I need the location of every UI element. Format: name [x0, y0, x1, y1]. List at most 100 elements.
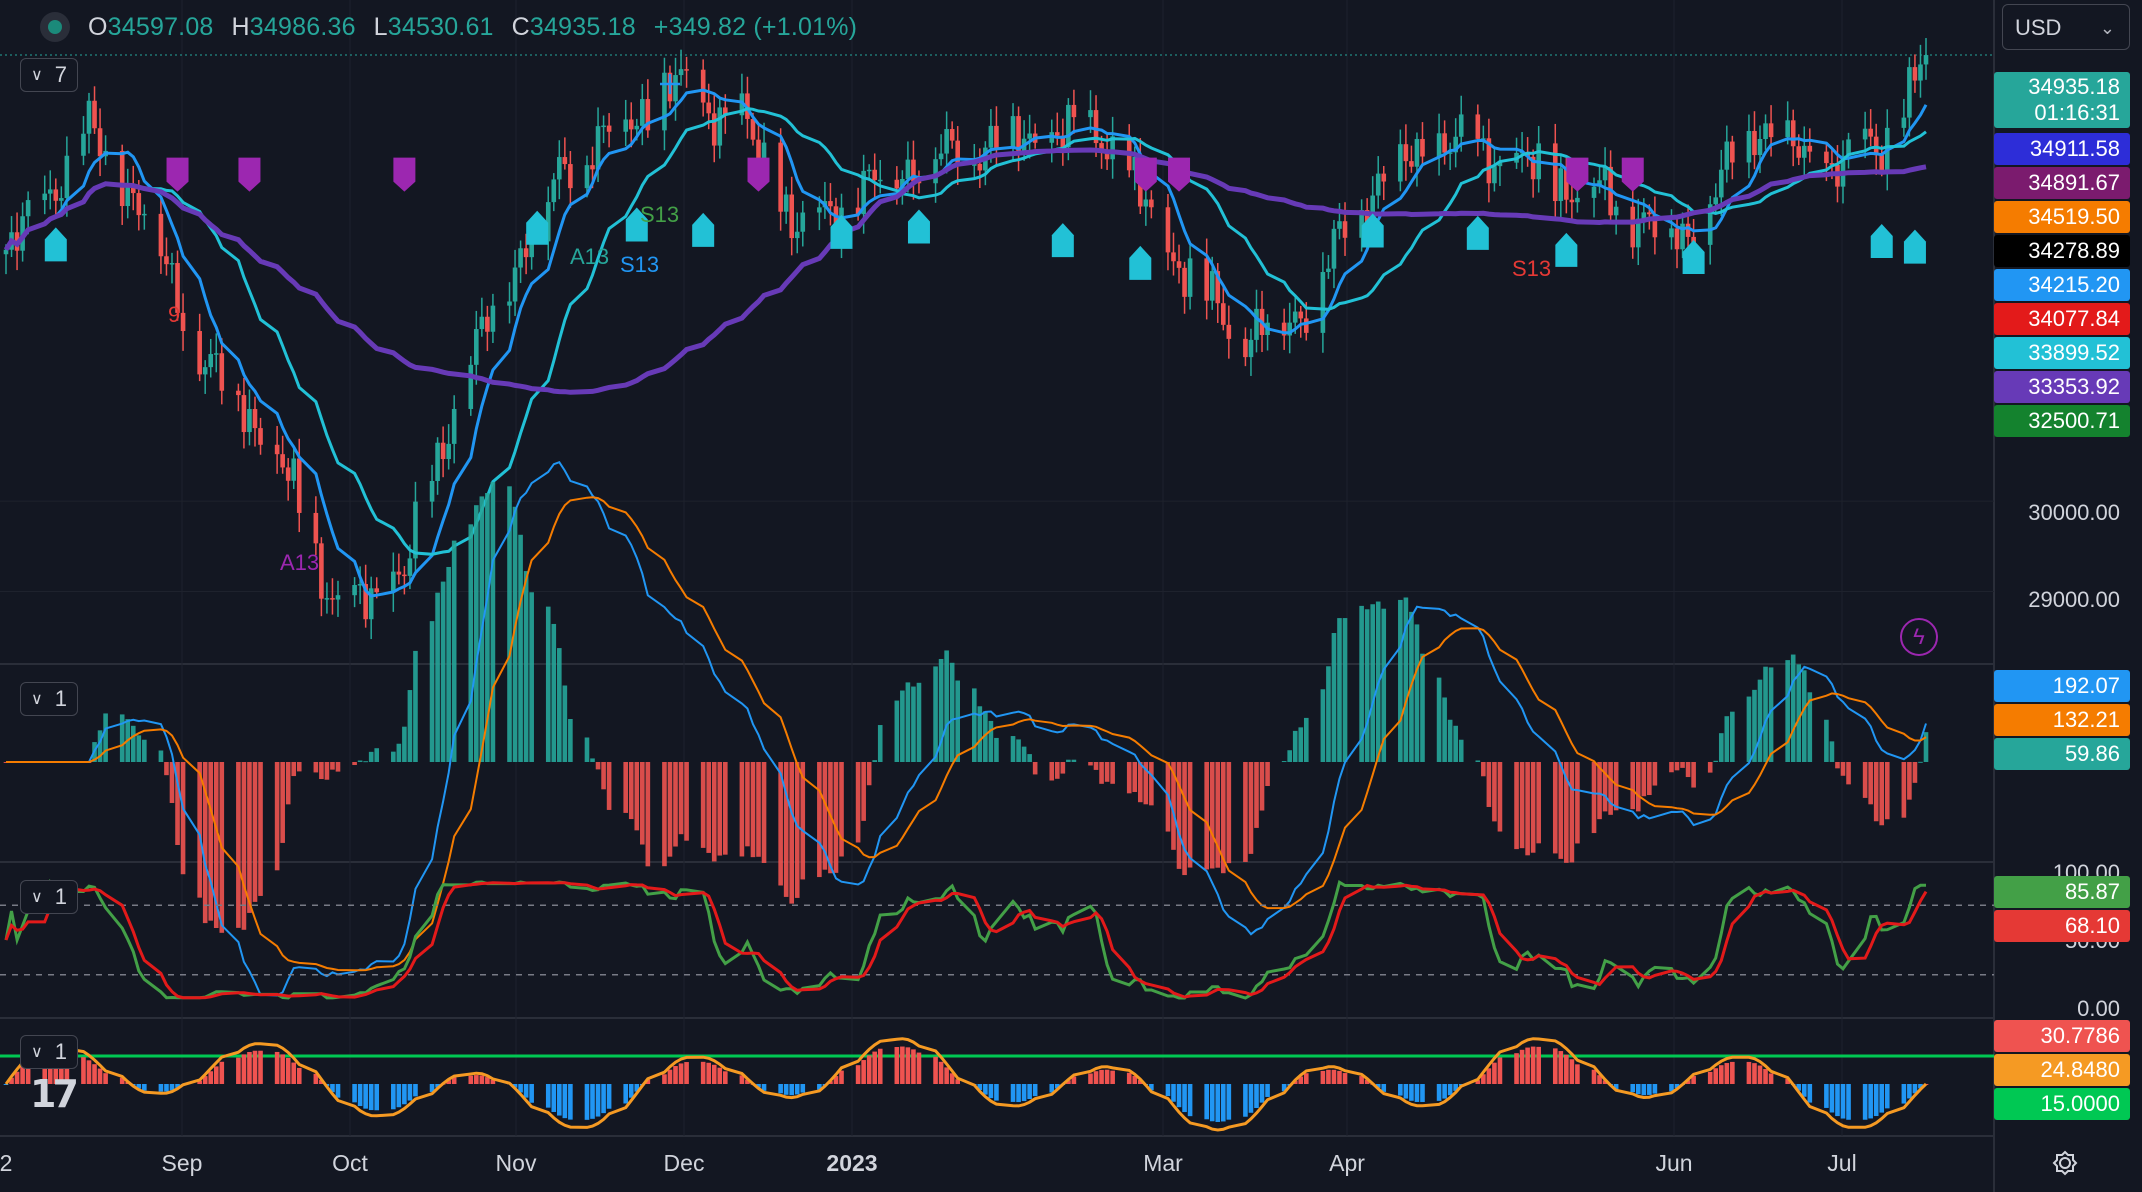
macd-histogram-bar — [933, 666, 938, 762]
adx-histogram-bar — [1674, 1084, 1680, 1089]
adx-histogram-bar — [485, 1077, 490, 1084]
price-label-2: 34891.67 — [1994, 167, 2130, 199]
macd-histogram-bar — [1912, 762, 1918, 783]
adx-histogram-bar — [407, 1084, 413, 1101]
candle-body — [1414, 138, 1420, 167]
candle-body — [1359, 210, 1364, 238]
candle-body — [468, 364, 474, 409]
adx-histogram-bar — [1436, 1084, 1442, 1101]
adx-histogram-bar — [1398, 1084, 1403, 1096]
buy-signal-icon — [1555, 232, 1578, 267]
tradingview-logo[interactable]: 17 — [30, 1072, 79, 1116]
macd-histogram-bar — [1265, 762, 1270, 786]
macd-histogram-bar — [236, 762, 241, 928]
chevron-down-icon: ∨ — [31, 1044, 43, 1061]
sell-flag-icon — [1566, 157, 1589, 192]
candle-body — [706, 102, 712, 114]
candle-body — [1901, 117, 1907, 128]
candle-body — [252, 409, 258, 429]
currency-select[interactable]: USD ⌄ — [2002, 4, 2130, 50]
adx-histogram-bar — [568, 1084, 573, 1120]
adx-pane-toggle[interactable]: ∨ 1 — [20, 1035, 78, 1069]
candle-body — [761, 142, 767, 161]
macd-histogram-bar — [1132, 762, 1138, 792]
macd-histogram-bar — [474, 505, 479, 762]
candle-body — [994, 125, 999, 149]
candle-body — [1182, 267, 1187, 297]
macd-signal-label: 132.21 — [1994, 704, 2130, 736]
macd-histogram-bar — [711, 762, 717, 862]
adx-histogram-bar — [905, 1047, 911, 1084]
candle-body — [789, 194, 795, 239]
adx-histogram-bar — [562, 1084, 568, 1119]
buy-signal-icon — [1361, 213, 1384, 248]
adx-histogram-bar — [490, 1079, 496, 1084]
macd-histogram-bar — [983, 711, 988, 762]
adx-histogram-bar — [1918, 1084, 1923, 1089]
candle-body — [1635, 218, 1641, 248]
symbol-logo-icon[interactable] — [40, 12, 70, 42]
macd-histogram-bar — [97, 730, 103, 762]
adx-histogram-bar — [706, 1062, 712, 1084]
candle-body — [977, 163, 983, 171]
adx-histogram-bar — [994, 1084, 999, 1101]
macd-histogram-bar — [1868, 762, 1873, 805]
adx-histogram-bar — [1801, 1084, 1807, 1097]
macd-histogram-bar — [1763, 666, 1768, 762]
macd-histogram-bar — [1475, 760, 1481, 762]
candle-body — [1326, 268, 1331, 273]
stoch-tick-0: 0.00 — [2077, 996, 2120, 1021]
macd-histogram-bar — [1647, 762, 1652, 796]
candle-body — [911, 159, 916, 182]
time-tick: 2 — [0, 1150, 13, 1176]
macd-histogram-bar — [1110, 762, 1115, 784]
macd-histogram-bar — [1569, 762, 1575, 863]
candle-body — [296, 458, 302, 513]
adx-value-label: 30.7786 — [1994, 1020, 2130, 1052]
adx-histogram-bar — [1375, 1084, 1381, 1088]
adx-histogram-bar — [103, 1073, 108, 1084]
adx-histogram-bar — [1497, 1057, 1503, 1084]
candle-body — [357, 584, 363, 586]
macd-histogram-bar — [1530, 762, 1536, 853]
macd-value-label: 192.07 — [1994, 670, 2130, 702]
candle-body — [1768, 123, 1774, 138]
settings-gear-icon[interactable] — [2052, 1150, 2078, 1176]
macd-histogram-bar — [1337, 618, 1342, 762]
adx-histogram-bar — [916, 1052, 922, 1084]
candle-body — [391, 571, 396, 593]
macd-histogram-bar — [1287, 750, 1292, 762]
macd-histogram-bar — [1060, 762, 1066, 774]
candle-body — [429, 481, 435, 502]
candle-body — [1613, 206, 1619, 216]
macd-histogram-bar — [916, 682, 922, 762]
stoch-pane-toggle[interactable]: ∨ 1 — [20, 880, 78, 914]
lightning-icon[interactable]: ϟ — [1900, 618, 1938, 656]
adx-histogram-bar — [1027, 1084, 1032, 1100]
candle-body — [1292, 311, 1298, 323]
adx-histogram-bar — [413, 1084, 418, 1097]
candle-body — [474, 329, 479, 365]
adx-histogram-bar — [678, 1063, 684, 1084]
adx-histogram-bar — [474, 1075, 479, 1084]
macd-histogram-bar — [1066, 759, 1071, 762]
time-tick: Apr — [1329, 1150, 1365, 1176]
adx-histogram-bar — [1575, 1064, 1580, 1084]
main-indicators-toggle[interactable]: ∨ 7 — [20, 58, 78, 92]
macd-histogram-bar — [1691, 762, 1696, 788]
adx-histogram-bar — [900, 1046, 905, 1084]
candle-body — [1807, 145, 1813, 152]
adx-histogram-bar — [3, 1084, 9, 1085]
adx-histogram-bar — [894, 1047, 900, 1084]
adx-histogram-bar — [590, 1084, 595, 1119]
candle-body — [407, 558, 413, 576]
macd-histogram-bar — [274, 762, 280, 871]
candle-body — [1149, 199, 1154, 208]
macd-pane-toggle[interactable]: ∨ 1 — [20, 682, 78, 716]
buy-signal-icon — [1466, 215, 1489, 250]
macd-histogram-bar — [545, 606, 551, 762]
macd-histogram-bar — [1785, 660, 1790, 762]
adx-histogram-bar — [1049, 1084, 1055, 1093]
candle-body — [396, 571, 402, 575]
